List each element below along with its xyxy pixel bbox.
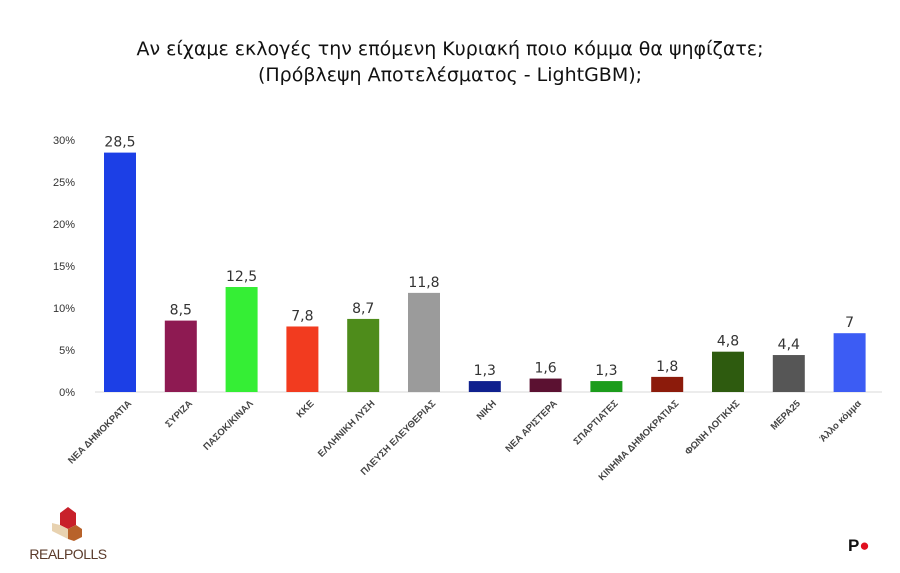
x-tick-label: ΕΛΛΗΝΙΚΗ ΛΥΣΗ <box>316 398 377 459</box>
x-tick-label: ΦΩΝΗ ΛΟΓΙΚΗΣ <box>683 398 742 457</box>
bar-10 <box>712 351 744 392</box>
y-tick-label: 25% <box>53 177 75 189</box>
data-label: 4,8 <box>717 334 739 350</box>
bar-5 <box>408 292 440 392</box>
data-label: 1,3 <box>595 363 617 379</box>
title-line-1: Αν είχαμε εκλογές την επόμενη Κυριακή πο… <box>136 38 764 60</box>
logo-icon <box>52 507 82 541</box>
realpolls-logo: REALPOLLS <box>28 505 108 562</box>
x-tick-label: ΝΙΚΗ <box>475 398 499 422</box>
data-label: 8,7 <box>352 301 374 317</box>
bar-12 <box>833 333 866 392</box>
bar-6 <box>468 381 501 392</box>
data-label: 11,8 <box>408 275 439 291</box>
chart-title: Αν είχαμε εκλογές την επόμενη Κυριακή πο… <box>0 36 900 88</box>
data-label: 28,5 <box>104 135 135 151</box>
data-label: 7,8 <box>291 308 313 324</box>
logo-text: REALPOLLS <box>29 546 107 562</box>
bar-4 <box>347 318 380 392</box>
x-tick-label: ΜΕΡΑ25 <box>769 398 804 433</box>
bar-0 <box>104 152 136 392</box>
bar-9 <box>651 376 684 392</box>
x-tick-label: ΝΕΑ ΔΗΜΟΚΡΑΤΙΑ <box>66 398 134 466</box>
data-label: 7 <box>845 315 854 331</box>
x-tick-label: ΣΥΡΙΖΑ <box>163 398 195 430</box>
y-tick-label: 10% <box>53 303 75 315</box>
y-tick-label: 5% <box>59 345 75 357</box>
x-tick-label: Άλλο κόμμα <box>818 398 864 444</box>
bar-1 <box>164 320 197 392</box>
bar-11 <box>772 355 805 392</box>
data-label: 8,5 <box>170 303 192 319</box>
x-tick-label: ΣΠΑΡΤΙΑΤΕΣ <box>572 398 621 447</box>
brand-mark: P● <box>848 536 870 555</box>
bar-2 <box>225 287 258 392</box>
x-tick-label: ΚΚΕ <box>295 398 317 420</box>
data-label: 1,3 <box>474 363 496 379</box>
y-tick-label: 0% <box>59 387 75 399</box>
data-label: 12,5 <box>226 269 257 285</box>
y-tick-label: 30% <box>53 135 75 147</box>
bar-7 <box>529 378 562 392</box>
data-label: 1,8 <box>656 359 678 375</box>
y-tick-label: 20% <box>53 219 75 231</box>
data-label: 1,6 <box>534 361 556 377</box>
x-tick-label: ΝΕΑ ΑΡΙΣΤΕΡΑ <box>503 398 559 454</box>
bar-8 <box>590 381 623 392</box>
y-tick-label: 15% <box>53 261 75 273</box>
bar-3 <box>286 326 319 392</box>
x-tick-label: ΠΑΣΟΚ/ΚΙΝΑΛ <box>201 398 256 453</box>
title-line-2: (Πρόβλεψη Αποτελέσματος - LightGBM); <box>257 64 643 86</box>
data-label: 4,4 <box>778 337 800 353</box>
